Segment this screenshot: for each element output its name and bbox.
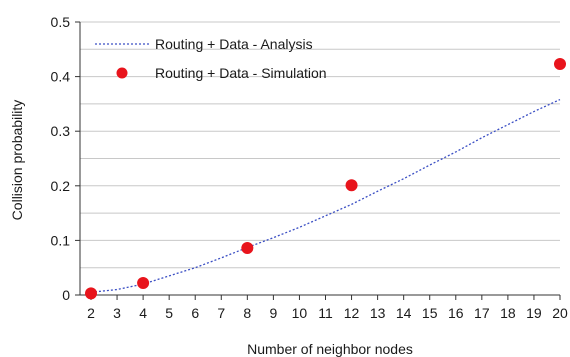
axes [75, 21, 561, 300]
y-tick-label: 0 [62, 287, 70, 303]
x-tick-label: 2 [87, 305, 95, 321]
legend: Routing + Data - Analysis Routing + Data … [95, 36, 327, 81]
x-tick-labels: 2 3 4 5 6 7 8 9 10 11 12 13 14 15 16 17 18 19 20 [87, 305, 568, 321]
x-tick-label: 11 [318, 305, 333, 321]
y-tick-labels: 0 0.1 0.2 0.3 0.4 0.5 [51, 14, 71, 303]
x-tick-label: 8 [243, 305, 251, 321]
gridlines [80, 21, 560, 269]
y-tick-label: 0.4 [51, 69, 71, 85]
simulation-point [345, 179, 358, 192]
y-tick-label: 0.5 [51, 14, 71, 30]
y-tick-label: 0.2 [51, 178, 71, 194]
simulation-point [241, 242, 254, 255]
x-tick-label: 3 [113, 305, 121, 321]
legend-label-simulation: Routing + Data - Simulation [155, 65, 327, 81]
legend-point-marker [116, 67, 128, 79]
plot-series [85, 58, 566, 300]
x-tick-label: 18 [500, 305, 516, 321]
x-tick-label: 14 [396, 305, 412, 321]
legend-label-analysis: Routing + Data - Analysis [155, 36, 313, 52]
x-tick-label: 16 [448, 305, 464, 321]
x-axis-label: Number of neighbor nodes [247, 341, 413, 357]
x-tick-label: 15 [422, 305, 438, 321]
x-tick-label: 9 [269, 305, 277, 321]
x-tick-label: 17 [474, 305, 490, 321]
x-tick-label: 12 [344, 305, 360, 321]
simulation-point [554, 58, 566, 71]
analysis-series-line [90, 98, 561, 293]
x-tick-label: 7 [217, 305, 225, 321]
y-tick-label: 0.1 [51, 232, 71, 248]
x-tick-label: 10 [292, 305, 308, 321]
y-axis-label: Collision probability [9, 100, 25, 221]
x-tick-label: 20 [552, 305, 568, 321]
x-tick-label: 4 [139, 305, 147, 321]
x-tick-label: 13 [370, 305, 386, 321]
x-tick-label: 6 [191, 305, 199, 321]
simulation-point [137, 276, 150, 289]
y-tick-label: 0.3 [51, 123, 71, 139]
x-tick-label: 5 [165, 305, 173, 321]
simulation-point [85, 287, 97, 300]
x-tick-label: 19 [526, 305, 542, 321]
